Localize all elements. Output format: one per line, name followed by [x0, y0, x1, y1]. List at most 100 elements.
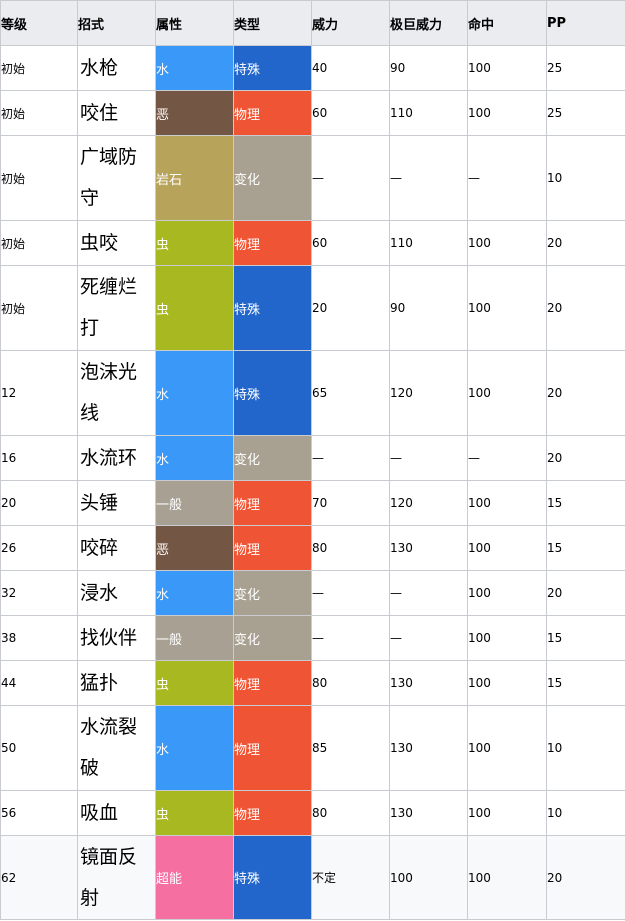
level-cell: 56	[0, 790, 78, 836]
category-cell: 物理	[233, 705, 312, 791]
header-pp: PP	[546, 0, 625, 46]
max-power-cell: 120	[389, 480, 468, 526]
power-cell: 80	[311, 660, 390, 706]
accuracy-cell: 100	[467, 90, 547, 136]
max-power-cell: 130	[389, 705, 468, 791]
pp-cell: 10	[546, 705, 625, 791]
level-cell: 32	[0, 570, 78, 616]
pp-cell: 20	[546, 570, 625, 616]
type-cell: 超能	[155, 835, 234, 920]
accuracy-cell: 100	[467, 790, 547, 836]
max-power-cell: 130	[389, 525, 468, 571]
level-cell: 26	[0, 525, 78, 571]
category-cell: 物理	[233, 525, 312, 571]
move-name-cell: 咬住	[77, 90, 156, 136]
type-cell: 虫	[155, 265, 234, 351]
accuracy-cell: 100	[467, 660, 547, 706]
power-cell: —	[311, 135, 390, 221]
move-name-cell: 头锤	[77, 480, 156, 526]
move-name-cell: 水流裂破	[77, 705, 156, 791]
max-power-cell: —	[389, 435, 468, 481]
level-cell: 初始	[0, 135, 78, 221]
level-cell: 16	[0, 435, 78, 481]
max-power-cell: 130	[389, 790, 468, 836]
accuracy-cell: 100	[467, 705, 547, 791]
level-cell: 12	[0, 350, 78, 436]
max-power-cell: 90	[389, 45, 468, 91]
move-name-cell: 镜面反射	[77, 835, 156, 920]
move-name-cell: 泡沫光线	[77, 350, 156, 436]
pp-cell: 15	[546, 615, 625, 661]
max-power-cell: 110	[389, 90, 468, 136]
level-cell: 20	[0, 480, 78, 526]
pp-cell: 15	[546, 525, 625, 571]
level-cell: 38	[0, 615, 78, 661]
category-cell: 变化	[233, 570, 312, 616]
move-name-cell: 浸水	[77, 570, 156, 616]
power-cell: 80	[311, 790, 390, 836]
move-name-cell: 虫咬	[77, 220, 156, 266]
power-cell: 60	[311, 220, 390, 266]
category-cell: 特殊	[233, 45, 312, 91]
pp-cell: 15	[546, 660, 625, 706]
pp-cell: 20	[546, 350, 625, 436]
power-cell: 40	[311, 45, 390, 91]
type-cell: 一般	[155, 615, 234, 661]
power-cell: 不定	[311, 835, 390, 920]
level-cell: 44	[0, 660, 78, 706]
category-cell: 特殊	[233, 265, 312, 351]
move-name-cell: 死缠烂打	[77, 265, 156, 351]
category-cell: 特殊	[233, 350, 312, 436]
pp-cell: 25	[546, 45, 625, 91]
level-cell: 初始	[0, 90, 78, 136]
table-row: 初始 虫咬虫物理 60 110 100 20	[0, 220, 625, 266]
pp-cell: 20	[546, 835, 625, 920]
header-type: 属性	[155, 0, 234, 46]
table-row: 12 泡沫光线水特殊 65 120 100 20	[0, 350, 625, 436]
level-cell: 初始	[0, 45, 78, 91]
power-cell: 70	[311, 480, 390, 526]
header-max-power: 极巨威力	[389, 0, 468, 46]
power-cell: —	[311, 570, 390, 616]
move-name-cell: 咬碎	[77, 525, 156, 571]
max-power-cell: —	[389, 615, 468, 661]
accuracy-cell: 100	[467, 570, 547, 616]
table-row: 初始 咬住恶物理 60 110 100 25	[0, 90, 625, 136]
move-name-cell: 吸血	[77, 790, 156, 836]
table-row: 62 镜面反射 超能 特殊 不定 100 100 20	[0, 835, 625, 920]
accuracy-cell: —	[467, 135, 547, 221]
power-cell: 85	[311, 705, 390, 791]
type-cell: 水	[155, 350, 234, 436]
accuracy-cell: 100	[467, 525, 547, 571]
category-cell: 特殊	[233, 835, 312, 920]
type-cell: 岩石	[155, 135, 234, 221]
table-row: 16 水流环水变化 — — —20	[0, 435, 625, 481]
move-name-cell: 猛扑	[77, 660, 156, 706]
table-row: 26 咬碎恶物理 80 130 100 15	[0, 525, 625, 571]
type-cell: 水	[155, 570, 234, 616]
pp-cell: 20	[546, 220, 625, 266]
type-cell: 恶	[155, 90, 234, 136]
category-cell: 变化	[233, 435, 312, 481]
category-cell: 物理	[233, 790, 312, 836]
pp-cell: 25	[546, 90, 625, 136]
max-power-cell: —	[389, 135, 468, 221]
max-power-cell: 100	[389, 835, 468, 920]
level-cell: 初始	[0, 265, 78, 351]
header-category: 类型	[233, 0, 312, 46]
category-cell: 物理	[233, 660, 312, 706]
header-move: 招式	[77, 0, 156, 46]
level-cell: 50	[0, 705, 78, 791]
table-row: 初始 广域防守 岩石 变化 — — —10	[0, 135, 625, 221]
pp-cell: 10	[546, 135, 625, 221]
move-name-cell: 广域防守	[77, 135, 156, 221]
table-row: 初始 水枪水特殊 40 90 100 25	[0, 45, 625, 91]
max-power-cell: —	[389, 570, 468, 616]
move-name-cell: 水枪	[77, 45, 156, 91]
type-cell: 虫	[155, 660, 234, 706]
accuracy-cell: 100	[467, 835, 547, 920]
level-cell: 62	[0, 835, 78, 920]
table-row: 44 猛扑虫物理 80 130 100 15	[0, 660, 625, 706]
table-row: 56 吸血虫物理 80 130 100 10	[0, 790, 625, 836]
